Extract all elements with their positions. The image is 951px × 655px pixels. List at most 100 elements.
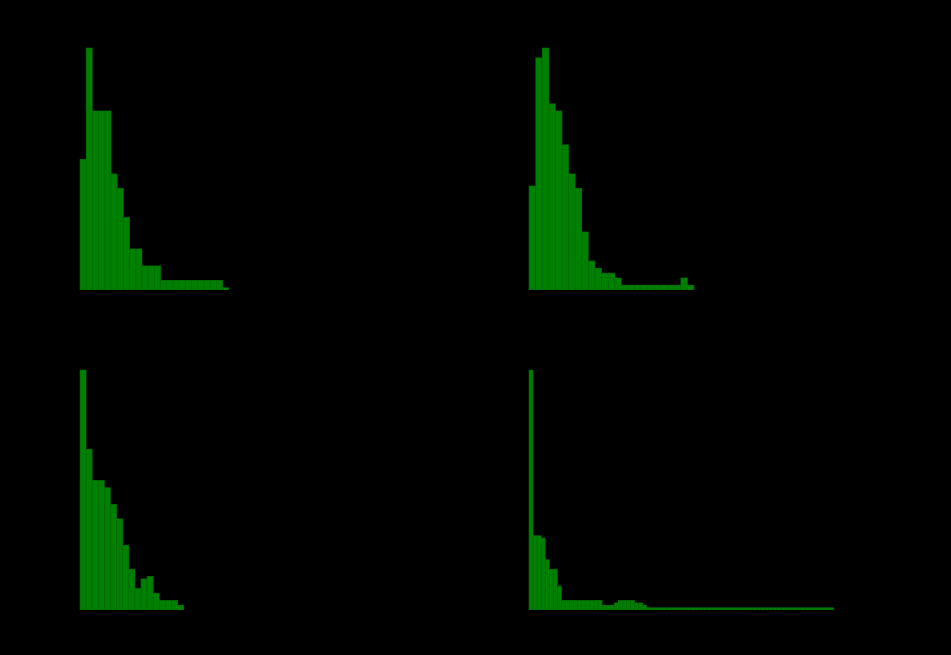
panel-top-right-bar <box>627 284 635 291</box>
panel-top-left-bar <box>197 280 205 291</box>
panel-bottom-left-bar <box>116 518 123 611</box>
panel-bottom-right-bar <box>650 607 656 611</box>
panel-bottom-right-bar <box>682 607 688 611</box>
panel-bottom-right-bar <box>784 607 790 611</box>
panel-bottom-right-bar <box>739 607 745 611</box>
panel-bottom-left-bars <box>79 369 185 611</box>
panel-bottom-right-bar <box>597 600 603 611</box>
panel-bottom-right-bar <box>609 604 615 611</box>
panel-bottom-right-bar <box>654 607 660 611</box>
panel-top-left-bar <box>147 265 155 291</box>
panel-bottom-right-bar <box>703 607 708 611</box>
panel-bottom-right-bar <box>634 602 639 611</box>
panel-bottom-left-bar <box>91 480 99 611</box>
panel-top-right-bar <box>588 260 596 291</box>
panel-top-right-bar <box>601 272 609 291</box>
panel-top-left-bar <box>123 217 130 291</box>
panel-bottom-left-bar <box>110 504 117 611</box>
panel-top-right-bar <box>647 284 655 291</box>
panel-bottom-right-bar <box>751 607 757 611</box>
panel-top-right-bar <box>614 277 622 291</box>
panel-top-right-bar <box>541 47 550 291</box>
panel-bottom-left-bar <box>128 568 136 611</box>
panel-bottom-right-bar <box>723 607 729 611</box>
panel-bottom-left-bar <box>146 576 154 611</box>
panel-top-left <box>79 47 230 294</box>
panel-top-right-bar <box>680 277 688 291</box>
panel-bottom-right-bar <box>711 607 717 611</box>
panel-bottom-right-bar <box>707 607 713 611</box>
panel-bottom-right-bar <box>630 600 635 611</box>
panel-bottom-left-bar <box>79 369 87 611</box>
panel-bottom-right-bar <box>589 600 595 611</box>
panel-bottom-right-bar <box>553 568 558 611</box>
panel-bottom-right-bar <box>821 607 826 611</box>
panel-bottom-right-bar <box>772 607 777 611</box>
panel-bottom-right-bar <box>816 607 822 611</box>
panel-top-left-bar <box>129 248 137 291</box>
panel-bottom-left-bar <box>134 588 142 611</box>
panel-top-left-bars <box>79 47 230 291</box>
panel-top-right <box>528 47 695 294</box>
panel-top-right-bars <box>528 47 695 291</box>
panel-top-right-bar <box>673 284 682 291</box>
panel-bottom-right-bar <box>760 607 765 611</box>
panel-top-right-bar <box>640 284 649 291</box>
panel-bottom-right-bar <box>825 607 830 611</box>
panel-bottom-right-bar <box>796 607 802 611</box>
panel-bottom-right-bar <box>715 607 721 611</box>
panel-top-left-bar <box>135 248 143 291</box>
panel-bottom-right-bar <box>804 607 810 611</box>
panel-bottom-right-bar <box>756 607 761 611</box>
panel-bottom-right-bar <box>642 604 648 611</box>
panel-bottom-right-bar <box>666 607 672 611</box>
panel-bottom-right-bar <box>638 602 643 611</box>
panel-top-left-bar <box>110 173 118 291</box>
panel-top-right-bar <box>555 110 563 291</box>
panel-top-left-bar <box>172 280 180 291</box>
panel-bottom-left-bar <box>152 592 160 611</box>
panel-bottom-right-bar <box>569 600 574 611</box>
panel-bottom-right-bar <box>585 600 591 611</box>
panel-top-left-bar <box>116 188 124 291</box>
panel-bottom-right <box>528 369 834 614</box>
panel-bottom-right-bar <box>565 600 570 611</box>
panel-bottom-right-bar <box>812 607 818 611</box>
panel-top-right-bar <box>581 231 589 291</box>
panel-bottom-right-bar <box>743 607 749 611</box>
panel-bottom-right-bar <box>532 535 538 611</box>
panel-top-left-bar <box>222 287 230 291</box>
panel-top-left-bar <box>92 110 99 291</box>
panel-bottom-right-bar <box>573 600 579 611</box>
panel-top-left-bar <box>185 280 192 291</box>
panel-bottom-right-bar <box>613 602 619 611</box>
panel-bottom-right-bar <box>780 607 786 611</box>
panel-bottom-right-bar <box>601 604 607 611</box>
panel-bottom-left-bar <box>122 544 130 611</box>
panel-bottom-right-bar <box>536 535 542 611</box>
panel-top-right-bar <box>654 284 662 291</box>
panel-bottom-right-bar <box>808 607 814 611</box>
panel-bottom-left-bar <box>85 448 93 611</box>
panel-top-left-bar <box>178 280 186 291</box>
panel-bottom-left-bar <box>159 600 166 611</box>
panel-bottom-left-bar <box>165 600 172 611</box>
panel-top-right-bar <box>535 57 543 291</box>
panel-bottom-right-bar <box>829 607 834 611</box>
panel-bottom-right-bar <box>699 607 704 611</box>
panel-bottom-right-bar <box>581 600 587 611</box>
panel-top-right-bar <box>568 173 576 291</box>
panel-bottom-right-bar <box>577 600 583 611</box>
panel-bottom-right-bar <box>544 559 550 611</box>
panel-bottom-right-bar <box>764 607 769 611</box>
panel-bottom-right-bar <box>670 607 676 611</box>
panel-bottom-left-bar <box>104 487 111 611</box>
panel-bottom-right-bar <box>618 600 623 611</box>
panel-bottom-right-bar <box>626 600 631 611</box>
panel-bottom-right-bar <box>695 607 700 611</box>
panel-bottom-right-bar <box>731 607 737 611</box>
panel-bottom-right-bar <box>747 607 753 611</box>
panel-bottom-right-bar <box>658 607 664 611</box>
panel-top-right-bar <box>594 267 602 291</box>
